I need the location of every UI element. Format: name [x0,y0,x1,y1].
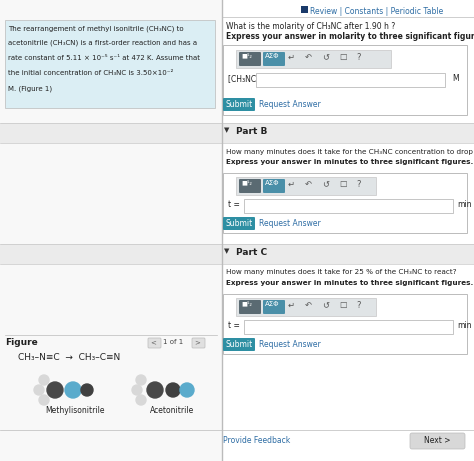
Bar [0,0,222,461]
Bar [5,20,215,108]
Text: ■¹₂: ■¹₂ [241,53,252,59]
Text: 1 of 1: 1 of 1 [163,339,183,345]
Text: >: > [194,339,200,345]
Circle shape [136,375,146,385]
FancyBboxPatch shape [239,52,261,66]
Bar [256,73,445,87]
Text: ■¹₂: ■¹₂ [241,301,252,307]
Text: ?: ? [356,180,361,189]
Text: Methylisonitrile: Methylisonitrile [45,406,105,415]
Text: min: min [457,200,472,209]
FancyBboxPatch shape [223,217,255,230]
Text: ΑΣΦ: ΑΣΦ [265,53,280,59]
Text: How many minutes does it take for 25 % of the CH₃NC to react?: How many minutes does it take for 25 % o… [226,269,456,275]
Text: Review | Constants | Periodic Table: Review | Constants | Periodic Table [310,7,443,16]
Text: ↵: ↵ [288,53,295,62]
Bar [244,199,453,213]
Text: ΑΣΦ: ΑΣΦ [265,301,280,307]
Circle shape [166,383,180,397]
Text: ↶: ↶ [305,301,312,310]
Bar [301,6,308,13]
FancyBboxPatch shape [239,300,261,314]
Bar [222,0,474,461]
Text: CH₃–N≡C  →  CH₃–C≡N: CH₃–N≡C → CH₃–C≡N [18,353,120,362]
FancyBboxPatch shape [223,338,255,351]
Text: Express your answer in minutes to three significant figures.: Express your answer in minutes to three … [226,280,473,286]
Text: The rearrangement of methyl isonitrile (CH₃NC) to: The rearrangement of methyl isonitrile (… [8,25,183,31]
Text: ☐: ☐ [339,180,346,189]
Text: ▼: ▼ [224,127,229,133]
Bar [0,244,474,264]
Text: [CH₃NC]ₜ =: [CH₃NC]ₜ = [228,74,270,83]
Text: Express your answer in molarity to three significant figures.: Express your answer in molarity to three… [226,32,474,41]
FancyBboxPatch shape [148,338,161,348]
Text: min: min [457,321,472,330]
Circle shape [132,385,142,395]
Text: ☐: ☐ [339,53,346,62]
Text: the initial concentration of CH₃NC is 3.50×10⁻²: the initial concentration of CH₃NC is 3.… [8,70,173,76]
Circle shape [34,385,44,395]
Circle shape [81,384,93,396]
Bar [223,45,467,115]
Bar [236,50,391,68]
Circle shape [136,395,146,405]
Text: ?: ? [356,301,361,310]
FancyBboxPatch shape [410,433,465,449]
Text: Submit: Submit [225,340,253,349]
Bar [0,123,474,143]
Text: ■¹₂: ■¹₂ [241,180,252,186]
Circle shape [39,375,49,385]
Text: ☐: ☐ [339,301,346,310]
Text: ↶: ↶ [305,180,312,189]
FancyBboxPatch shape [263,300,285,314]
Circle shape [65,382,81,398]
Text: Part C: Part C [236,248,267,257]
Text: Request Answer: Request Answer [259,340,321,349]
FancyBboxPatch shape [263,52,285,66]
Text: t =: t = [228,321,240,330]
FancyBboxPatch shape [223,98,255,111]
FancyBboxPatch shape [263,179,285,193]
Text: Figure: Figure [5,338,38,347]
Text: rate constant of 5.11 × 10⁻⁵ s⁻¹ at 472 K. Assume that: rate constant of 5.11 × 10⁻⁵ s⁻¹ at 472 … [8,55,200,61]
Text: Next >: Next > [424,436,450,445]
Text: How many minutes does it take for the CH₃NC concentration to drop to 2.50×10⁻² M: How many minutes does it take for the CH… [226,148,474,155]
Circle shape [47,382,63,398]
Text: M. (Figure 1): M. (Figure 1) [8,85,52,91]
Bar [236,298,376,316]
Text: What is the molarity of CH₃NC after 1.90 h ?: What is the molarity of CH₃NC after 1.90… [226,22,395,31]
Text: Request Answer: Request Answer [259,219,321,228]
Text: ?: ? [356,53,361,62]
Text: Submit: Submit [225,100,253,109]
Text: Submit: Submit [225,219,253,228]
Text: <: < [150,339,156,345]
Bar [236,177,376,195]
Bar [223,294,467,354]
Bar [223,173,467,233]
Text: ↺: ↺ [322,180,329,189]
Text: Provide Feedback: Provide Feedback [223,436,290,445]
Text: ΑΣΦ: ΑΣΦ [265,180,280,186]
Text: ↺: ↺ [322,301,329,310]
Text: acetonitrile (CH₃CN) is a first-order reaction and has a: acetonitrile (CH₃CN) is a first-order re… [8,40,197,47]
Circle shape [39,395,49,405]
Text: Request Answer: Request Answer [259,100,321,109]
Circle shape [180,383,194,397]
Text: Acetonitrile: Acetonitrile [150,406,194,415]
Text: ▼: ▼ [224,248,229,254]
FancyBboxPatch shape [192,338,205,348]
Text: M: M [452,74,459,83]
Text: ↵: ↵ [288,180,295,189]
Circle shape [147,382,163,398]
Text: ↺: ↺ [322,53,329,62]
Text: Express your answer in minutes to three significant figures.: Express your answer in minutes to three … [226,159,473,165]
Bar [244,320,453,334]
Text: ↶: ↶ [305,53,312,62]
FancyBboxPatch shape [239,179,261,193]
Text: Part B: Part B [236,127,267,136]
Text: ↵: ↵ [288,301,295,310]
Text: t =: t = [228,200,240,209]
